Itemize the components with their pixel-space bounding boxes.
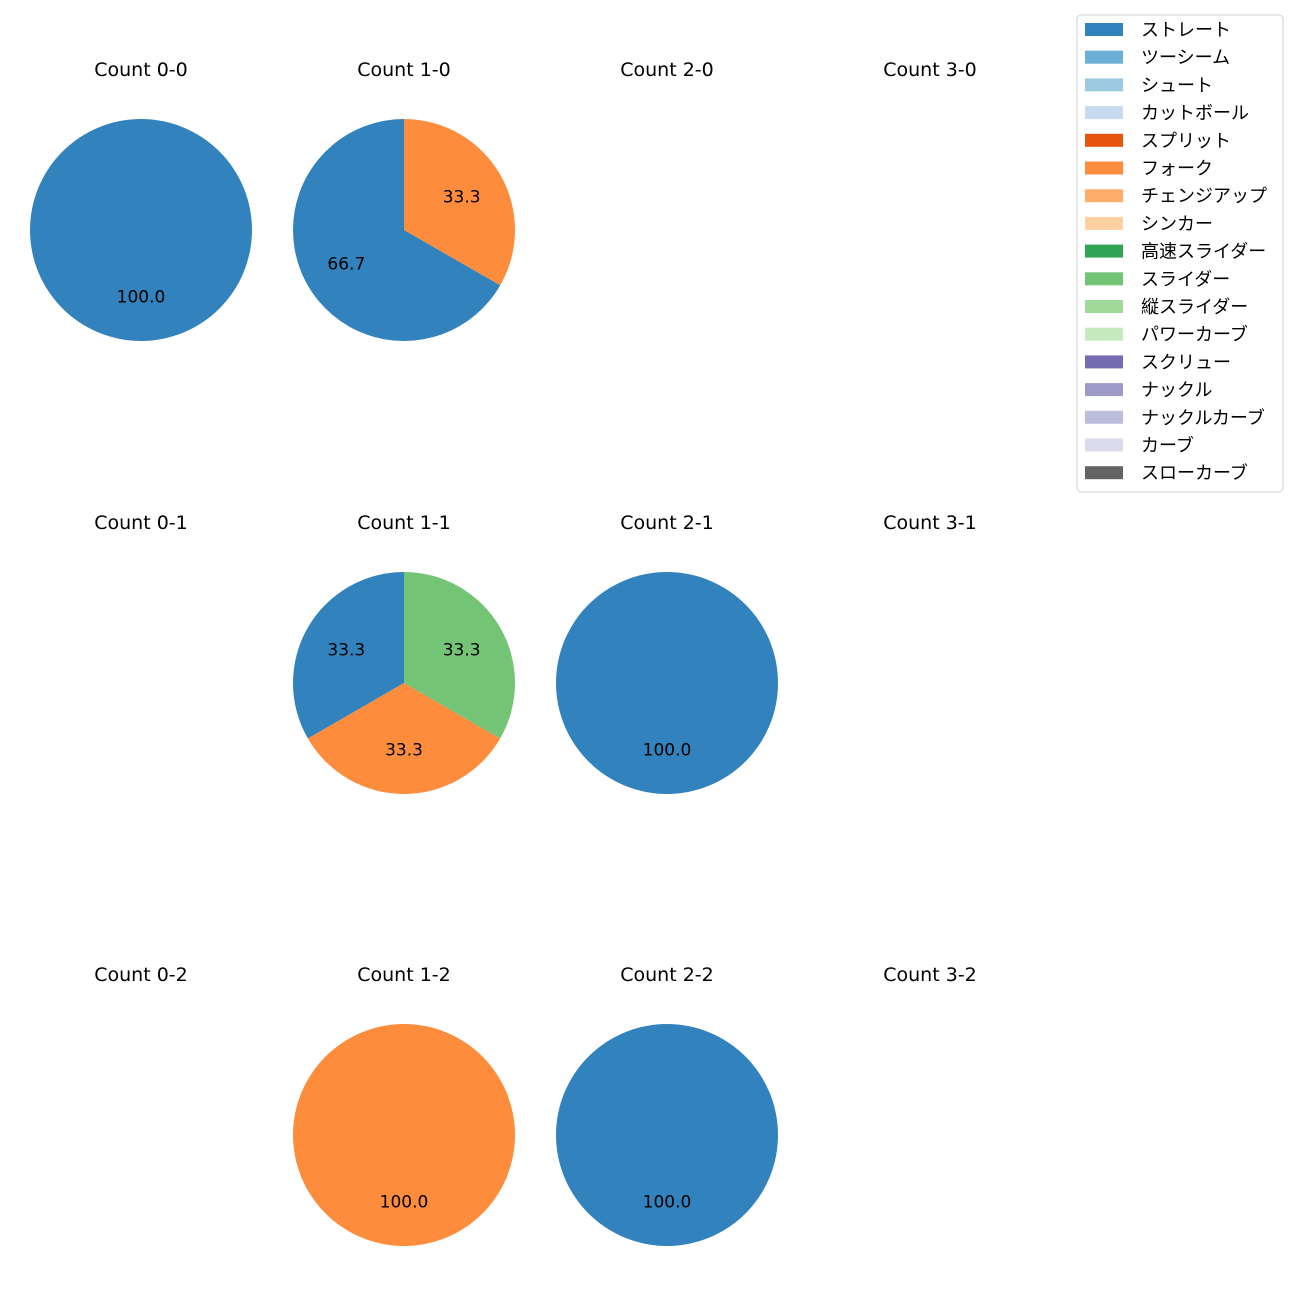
legend-label: スプリット [1141,131,1231,152]
pie-panel-count-0-2: Count 0-2 [94,964,188,986]
slice-label: 100.0 [643,741,692,761]
pie-slice [292,572,404,739]
legend-frame [1076,14,1284,493]
legend-swatch [1085,216,1123,230]
legend-label: ストレート [1141,20,1231,41]
pie-panel-count-0-0: Count 0-0 100.0 [30,59,252,341]
pie-panel-count-1-1: Count 1-1 33.3 33.3 33.3 [292,512,515,794]
slice-label: 66.7 [327,254,365,274]
legend-label: ツーシーム [1141,48,1230,69]
legend-swatch [1085,23,1123,36]
panel-title: Count 2-2 [620,964,714,986]
legend-swatch [1085,466,1123,480]
pie-panel-count-2-0: Count 2-0 [620,59,714,81]
legend-swatch [1085,78,1123,92]
pie-panel-count-0-1: Count 0-1 [94,512,188,534]
panel-title: Count 2-1 [620,512,714,534]
legend-swatch [1085,133,1123,147]
pie-slice [404,572,515,739]
pie-panel-count-3-2: Count 3-2 [883,964,977,986]
slice-label: 33.3 [443,188,481,208]
slice-label: 100.0 [643,1193,692,1213]
pie-slice [307,683,501,794]
panel-title: Count 1-2 [357,964,451,986]
slice-label: 100.0 [380,1193,429,1213]
legend-swatch [1085,438,1123,452]
legend-label: フォーク [1141,159,1213,180]
legend-label: チェンジアップ [1141,186,1267,207]
pie-panel-count-2-1: Count 2-1 100.0 [556,512,778,794]
pie-slice [30,119,252,341]
legend-label: カットボール [1141,103,1249,124]
legend-label: パワーカーブ [1141,324,1248,346]
legend-swatch [1085,410,1123,424]
pie-panel-count-1-0: Count 1-0 66.7 33.3 [292,59,515,341]
legend-label: 縦スライダー [1141,297,1248,318]
legend-swatch [1085,244,1123,258]
pie-slice [293,1024,515,1246]
legend-swatch [1085,50,1123,64]
panel-title: Count 0-2 [94,964,188,986]
legend-label: シュート [1141,75,1213,96]
legend-swatch [1085,106,1123,120]
slice-label: 100.0 [117,288,166,308]
legend-swatch [1085,161,1123,175]
pie-panel-count-3-0: Count 3-0 [883,59,977,81]
pie-panel-count-3-1: Count 3-1 [883,512,977,534]
slice-label: 33.3 [385,741,423,761]
legend-swatch [1085,355,1123,369]
legend-label: ナックルカーブ [1141,407,1265,429]
pie-slice [556,572,778,794]
legend-label: カーブ [1141,435,1194,457]
slice-label: 33.3 [443,641,481,661]
pie-slice [556,1024,778,1246]
legend-label: スクリュー [1141,352,1231,373]
legend-swatch [1085,189,1123,203]
legend-swatch [1085,383,1123,397]
pie-panel-count-1-2: Count 1-2 100.0 [293,964,515,1246]
panel-title: Count 1-0 [357,59,451,81]
panel-title: Count 0-1 [94,512,188,534]
pie-slice [292,119,501,341]
panel-title: Count 2-0 [620,59,714,81]
legend-label: ナックル [1141,380,1212,401]
panel-title: Count 0-0 [94,59,188,81]
pie-slice [404,119,515,286]
panel-title: Count 1-1 [357,512,451,534]
legend-swatch [1085,327,1123,341]
pie-panel-count-2-2: Count 2-2 100.0 [556,964,778,1246]
legend-label: スライダー [1141,269,1230,290]
legend-label: スローカーブ [1141,462,1248,484]
panel-title: Count 3-2 [883,964,977,986]
legend-swatch [1085,272,1123,286]
legend: ストレートツーシームシュートカットボールスプリットフォークチェンジアップシンカー… [1076,14,1284,493]
legend-label: シンカー [1141,214,1213,235]
slice-label: 33.3 [327,641,365,661]
legend-label: 高速スライダー [1141,242,1266,263]
panel-title: Count 3-0 [883,59,977,81]
legend-swatch [1085,300,1123,313]
panel-title: Count 3-1 [883,512,977,534]
